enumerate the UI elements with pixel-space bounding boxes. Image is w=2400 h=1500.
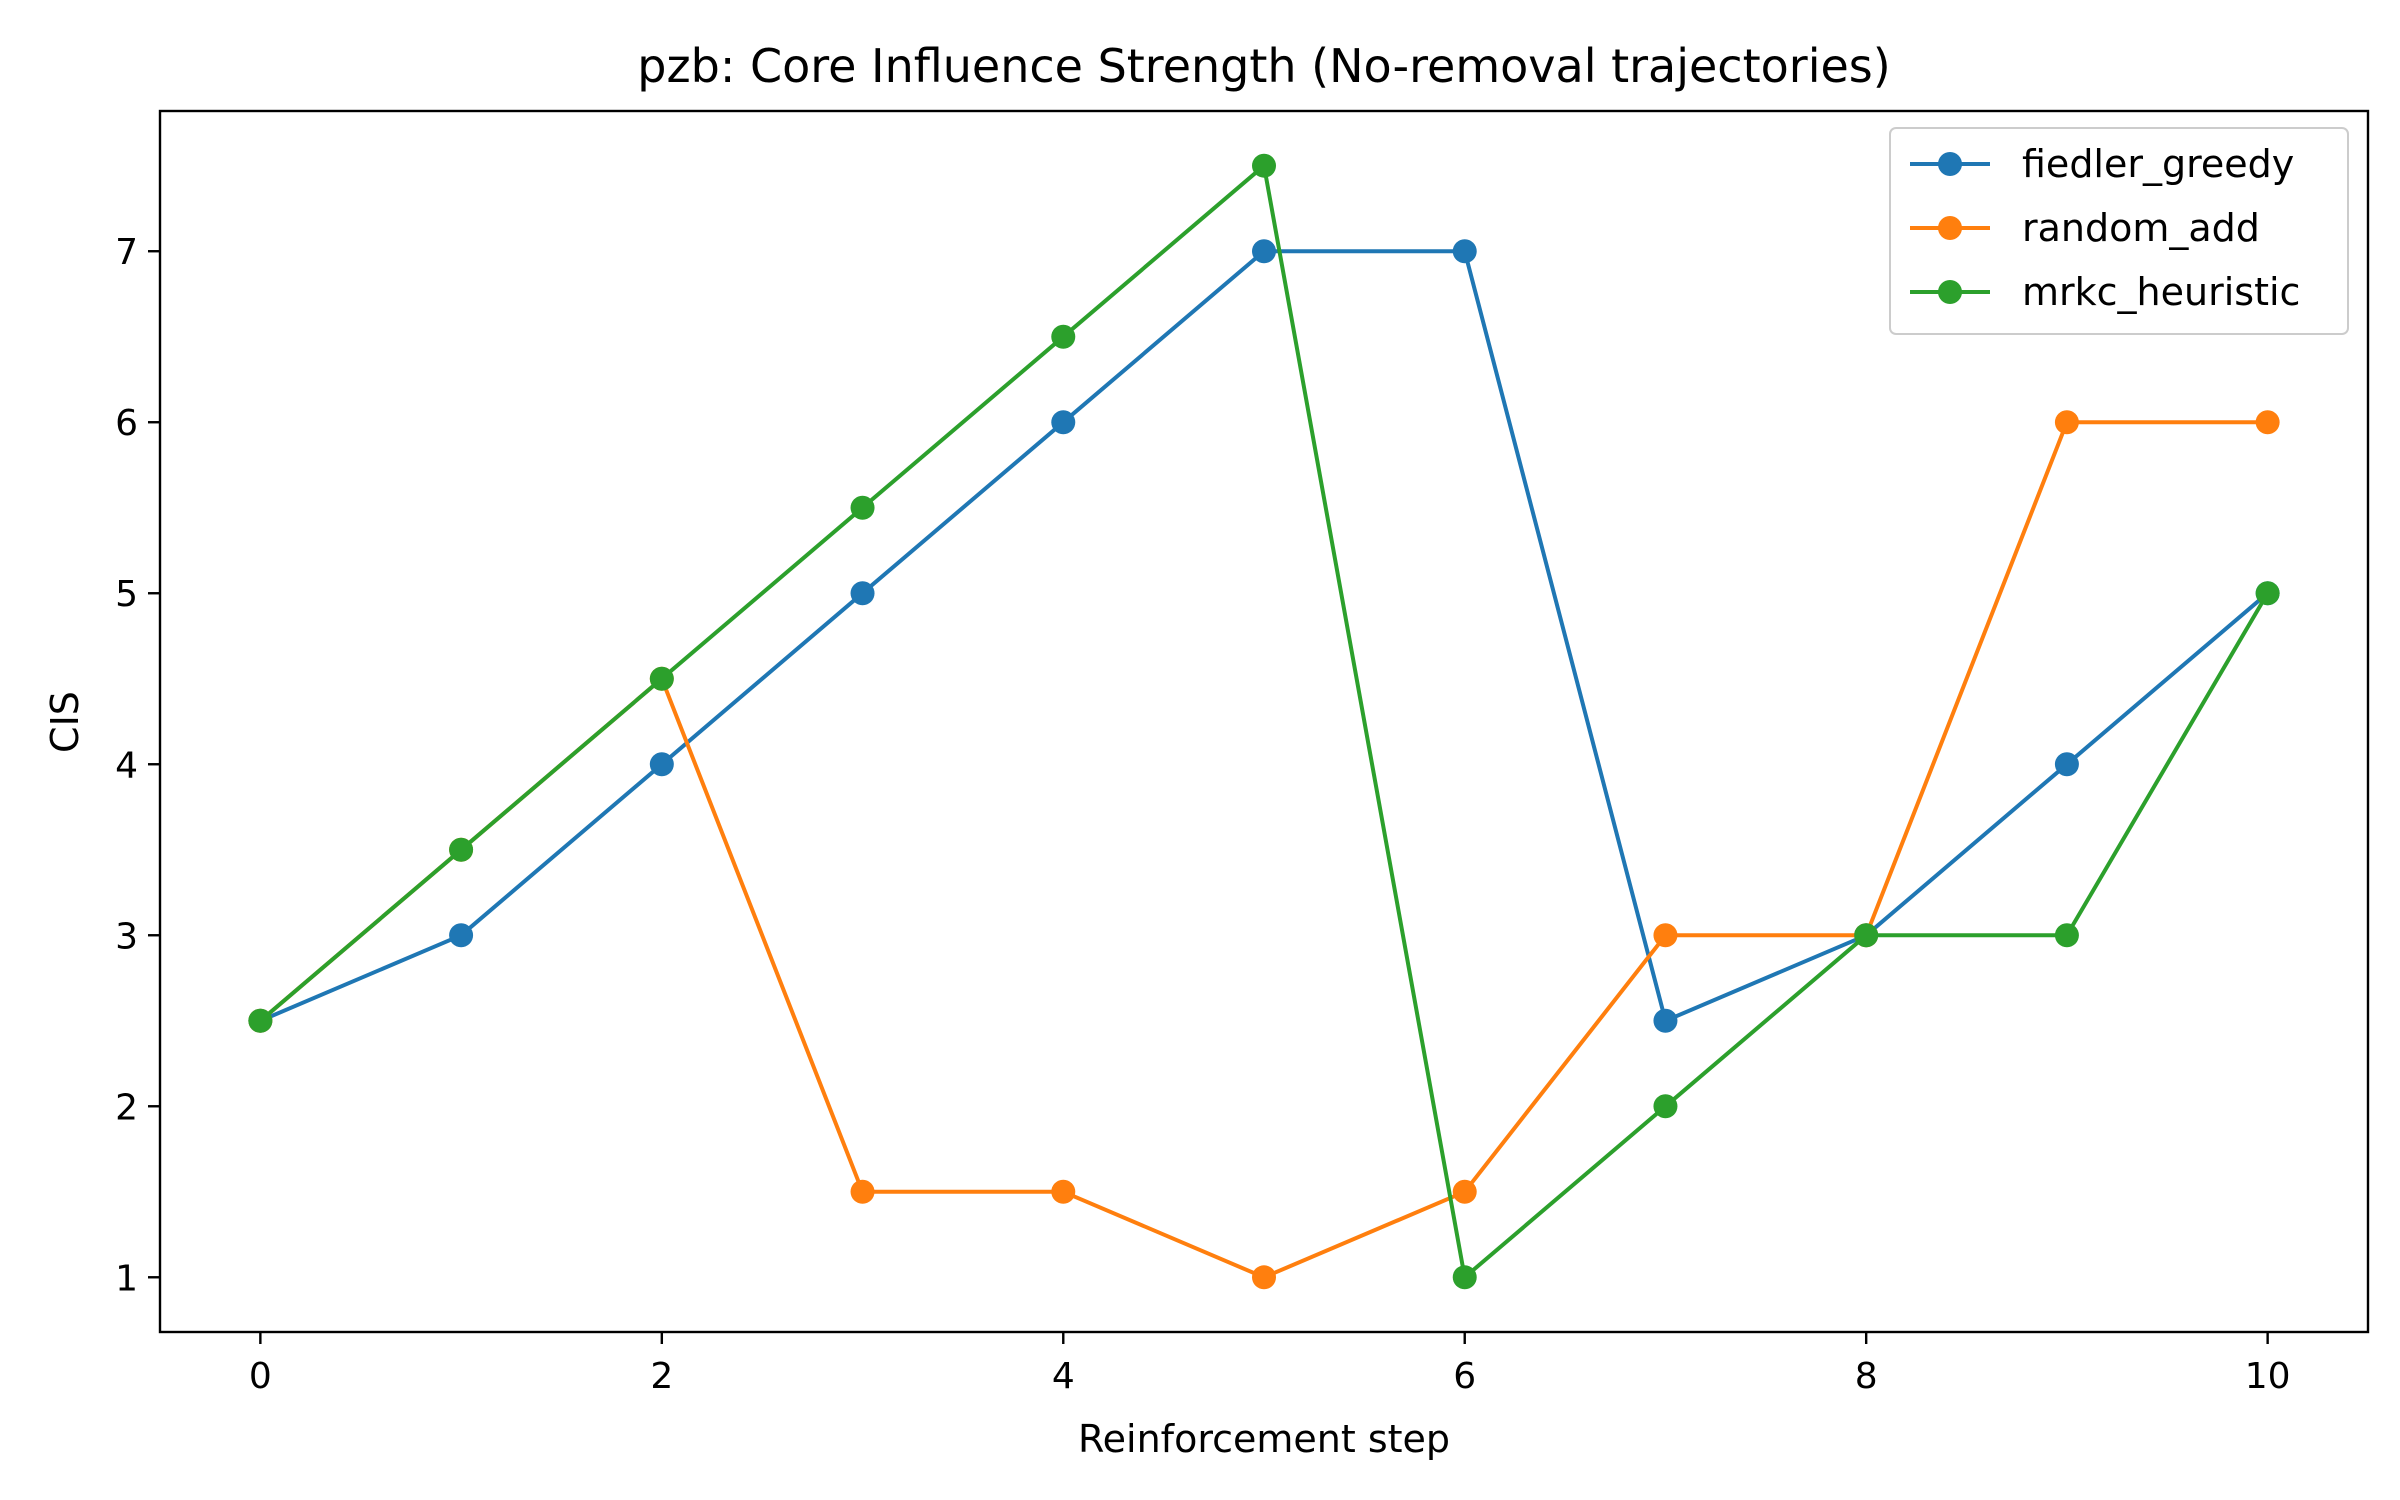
legend-label-fiedler-greedy: fiedler_greedy (2022, 142, 2294, 186)
data-point-random-add (1452, 1179, 1477, 1204)
data-point-mrkc-heuristic (1854, 923, 1879, 948)
legend-entry-fiedler-greedy: fiedler_greedy (1910, 142, 2294, 186)
y-tick-label: 5 (115, 574, 138, 615)
data-point-mrkc-heuristic (248, 1008, 273, 1033)
y-axis-ticks: 1 2 3 4 5 6 7 (115, 232, 160, 1299)
y-tick-label: 2 (115, 1087, 138, 1128)
data-point-random-add (2054, 410, 2079, 435)
y-tick-label: 3 (115, 916, 138, 957)
data-point-mrkc-heuristic (1452, 1265, 1477, 1290)
plot-area (158, 109, 2370, 1334)
legend-entry-random-add: random_add (1910, 206, 2260, 250)
x-tick-label: 0 (249, 1356, 272, 1397)
x-tick-label: 2 (650, 1356, 673, 1397)
data-point-fiedler-greedy (1051, 410, 1076, 435)
series-fiedler-greedy (248, 239, 2280, 1033)
data-point-mrkc-heuristic (1653, 1094, 1678, 1119)
data-point-fiedler-greedy (649, 752, 674, 777)
legend-marker-mrkc-heuristic (1938, 280, 1962, 304)
x-tick-label: 6 (1453, 1356, 1476, 1397)
legend-label-mrkc-heuristic: mrkc_heuristic (2022, 270, 2300, 314)
data-point-mrkc-heuristic (850, 495, 875, 520)
legend: fiedler_greedy random_add mrkc_heuristic (1889, 127, 2349, 335)
series-layer (248, 153, 2280, 1290)
x-tick-label: 8 (1855, 1356, 1878, 1397)
data-point-random-add (850, 1179, 875, 1204)
x-axis-label: Reinforcement step (1078, 1417, 1450, 1461)
y-axis-label: CIS (43, 691, 87, 753)
y-tick-label: 1 (115, 1258, 138, 1299)
data-point-random-add (1051, 1179, 1076, 1204)
data-point-fiedler-greedy (850, 581, 875, 606)
x-axis-ticks: 0 2 4 6 8 10 (249, 1332, 2291, 1397)
data-point-fiedler-greedy (449, 923, 474, 948)
legend-entry-mrkc-heuristic: mrkc_heuristic (1910, 270, 2300, 314)
x-tick-label: 4 (1052, 1356, 1075, 1397)
chart-title: pzb: Core Influence Strength (No-removal… (637, 39, 1890, 93)
legend-box (1889, 127, 2349, 335)
data-point-fiedler-greedy (1252, 239, 1276, 264)
data-point-mrkc-heuristic (1051, 324, 1076, 349)
series-random-add (248, 410, 2280, 1290)
data-point-mrkc-heuristic (1252, 153, 1276, 178)
y-tick-label: 6 (115, 403, 138, 444)
legend-marker-random-add (1938, 216, 1962, 240)
legend-label-random-add: random_add (2022, 206, 2260, 250)
y-tick-label: 4 (115, 745, 138, 786)
plot-frame (158, 109, 2370, 1334)
legend-entries: fiedler_greedy random_add mrkc_heuristic (1910, 142, 2300, 314)
y-tick-label: 7 (115, 232, 138, 273)
legend-marker-fiedler-greedy (1938, 152, 1962, 176)
data-point-random-add (2255, 410, 2280, 435)
data-point-mrkc-heuristic (2054, 923, 2079, 948)
data-point-random-add (1252, 1265, 1276, 1290)
data-point-fiedler-greedy (2054, 752, 2079, 777)
data-point-fiedler-greedy (1653, 1008, 1678, 1033)
x-tick-label: 10 (2245, 1356, 2291, 1397)
data-point-mrkc-heuristic (2255, 581, 2280, 606)
data-point-random-add (1653, 923, 1678, 948)
series-line-fiedler-greedy (258, 249, 2270, 1023)
data-point-fiedler-greedy (1452, 239, 1477, 264)
data-point-mrkc-heuristic (649, 666, 674, 691)
data-point-mrkc-heuristic (449, 837, 474, 862)
series-mrkc-heuristic (248, 153, 2280, 1290)
